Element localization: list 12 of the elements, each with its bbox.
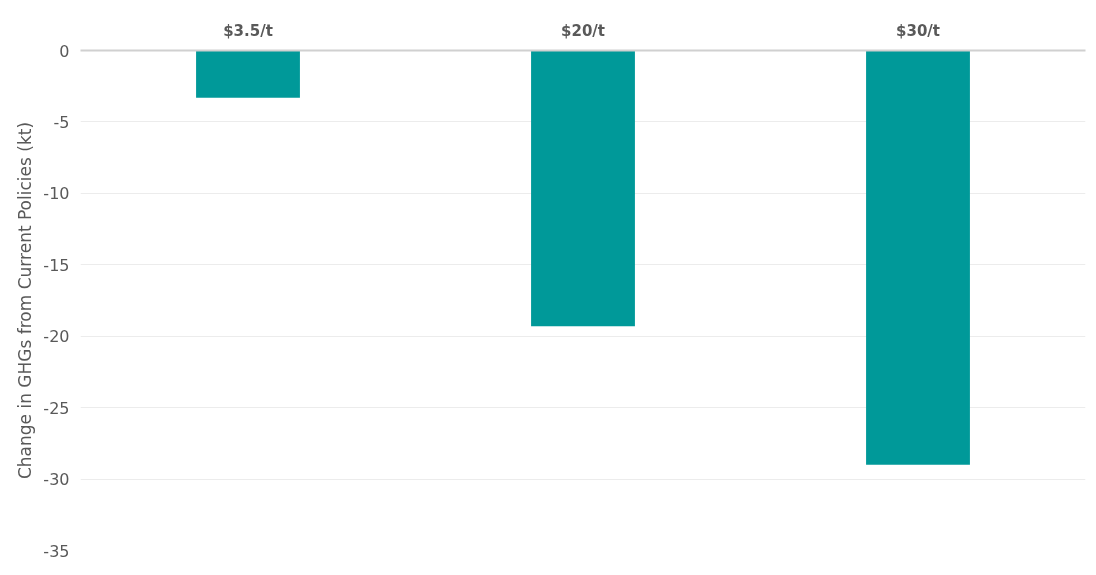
y-tick-label: -15: [43, 255, 70, 275]
y-tick-label: -10: [43, 184, 70, 204]
y-tick-label: -30: [43, 470, 70, 490]
y-tick-label: 0: [59, 41, 70, 61]
y-tick-label: -25: [43, 398, 70, 418]
x-tick-label: $20/t: [561, 21, 605, 40]
y-tick-label: -35: [43, 541, 70, 561]
y-tick-label: -5: [53, 112, 70, 132]
y-axis-title: Change in GHGs from Current Policies (kt): [15, 121, 36, 480]
x-tick-label: $3.5/t: [223, 21, 273, 40]
x-tick-label: $30/t: [896, 21, 940, 40]
y-tick-label: -20: [43, 327, 70, 347]
